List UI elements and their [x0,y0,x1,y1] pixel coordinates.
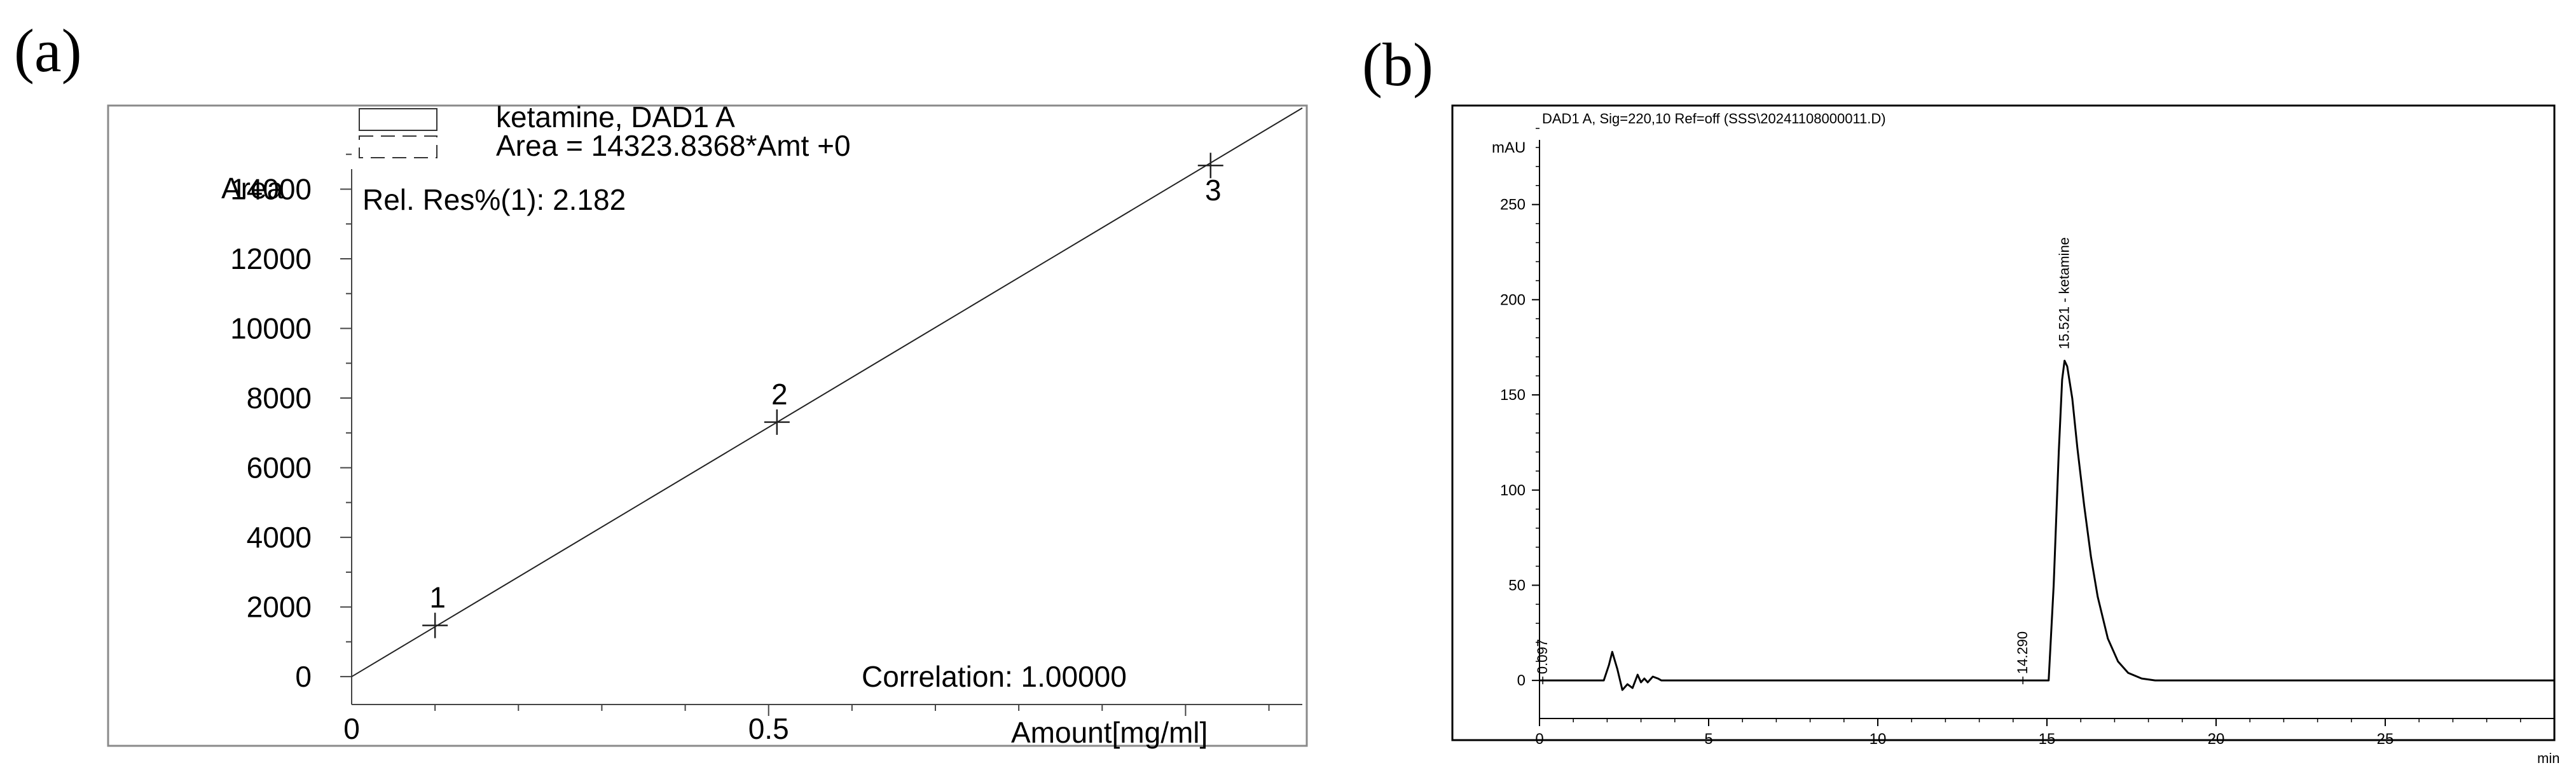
chromatogram-y-tick-label: 200 [1500,291,1526,308]
chromatogram-y-tick-label: 150 [1500,387,1526,404]
panel-b-frame [1451,104,2556,741]
y-tick-label: 10000 [230,312,312,345]
chromatogram-y-tick-label: 0 [1517,672,1526,689]
y-tick-label: 0 [295,660,312,693]
legend-entry-equation: Area = 14323.8368*Amt +0 [496,129,851,162]
x-tick-label: 0.5 [748,712,789,745]
y-axis-label: Area [221,172,284,205]
chromatogram-x-tick-label: 0 [1535,731,1543,748]
chromatogram-x-label: min [2537,750,2559,766]
annotation-rel-res: Rel. Res%(1): 2.182 [362,183,626,216]
chromatogram-y-tick-label: 50 [1508,577,1526,594]
calibration-point-label: 2 [771,378,788,411]
calibration-point-3 [1197,153,1223,179]
panel-a-label: (a) [14,17,82,85]
chromatogram-x-tick-label: 10 [1870,731,1887,748]
calibration-fit-line [351,107,1303,678]
legend-dashed-swatch [359,135,437,158]
chromatogram-x-tick-label: 20 [2208,731,2225,748]
legend-entry-series: ketamine, DAD1 A [496,100,735,134]
panel-b-label: (b) [1362,31,1433,99]
chromatogram-y-tick-label: 100 [1500,482,1526,499]
annotation-correlation: Correlation: 1.00000 [862,660,1127,693]
peak-label: 0.097 [1534,639,1550,674]
peak-label: 14.290 [2015,631,2030,674]
x-axis-label: Amount[mg/ml] [1011,716,1208,749]
y-tick-label: 6000 [247,451,312,485]
chromatogram-x-tick-label: 5 [1704,731,1712,748]
calibration-point-1 [422,612,448,638]
chromatogram-x-tick-label: 15 [2039,731,2056,748]
chromatogram-y-tick-label: 250 [1500,196,1526,214]
y-tick-label: 12000 [230,242,312,275]
chromatogram-y-label: mAU [1492,139,1526,156]
chromatogram-x-tick-label: 25 [2377,731,2394,748]
legend-solid-swatch [359,108,437,131]
x-tick-label: 0 [343,712,360,745]
y-tick-label: 4000 [247,521,312,554]
y-tick-label: 8000 [247,382,312,415]
calibration-point-label: 3 [1205,174,1222,207]
y-tick-label: 14000 [230,172,312,205]
calibration-point-2 [764,409,790,435]
chromatogram-trace [1539,359,2554,691]
panel-a-frame [107,104,1308,747]
peak-label: 15.521 - ketamine [2056,237,2072,349]
calibration-point-label: 1 [429,581,446,614]
y-tick-label: 2000 [247,591,312,624]
chromatogram-title: DAD1 A, Sig=220,10 Ref=off (SSS\20241108… [1542,111,1886,127]
